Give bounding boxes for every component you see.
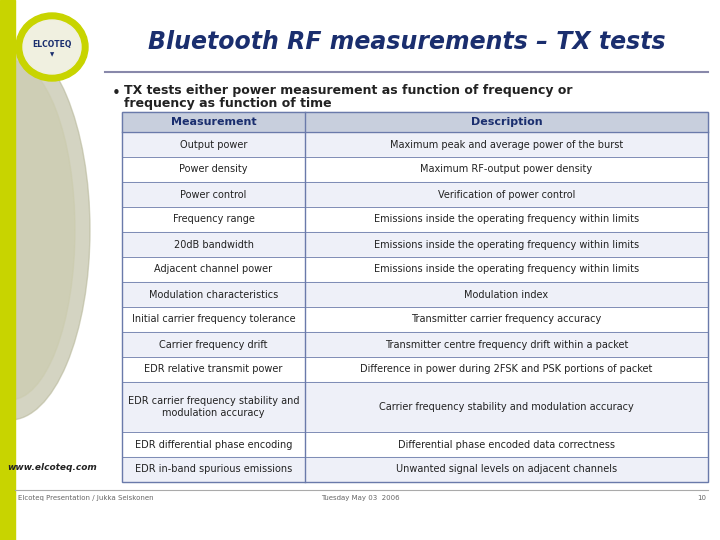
Bar bbox=[122, 307, 708, 332]
Text: EDR relative transmit power: EDR relative transmit power bbox=[144, 364, 283, 375]
Bar bbox=[122, 257, 708, 282]
Text: Output power: Output power bbox=[180, 139, 247, 150]
Text: Elcoteq Presentation / Jukka Seiskonen: Elcoteq Presentation / Jukka Seiskonen bbox=[18, 495, 153, 501]
Ellipse shape bbox=[16, 13, 88, 81]
Text: •: • bbox=[112, 86, 121, 101]
Bar bbox=[122, 357, 708, 382]
Bar bbox=[122, 332, 708, 357]
Text: Emissions inside the operating frequency within limits: Emissions inside the operating frequency… bbox=[374, 214, 639, 225]
Bar bbox=[122, 232, 708, 257]
Text: Differential phase encoded data correctness: Differential phase encoded data correctn… bbox=[398, 440, 615, 449]
Ellipse shape bbox=[23, 20, 81, 74]
Bar bbox=[122, 457, 708, 482]
Bar bbox=[122, 382, 708, 432]
Bar bbox=[122, 112, 708, 482]
Bar bbox=[122, 112, 708, 132]
Text: Tuesday May 03  2006: Tuesday May 03 2006 bbox=[320, 495, 400, 501]
Text: Unwanted signal levels on adjacent channels: Unwanted signal levels on adjacent chann… bbox=[396, 464, 617, 475]
Bar bbox=[122, 432, 708, 457]
Text: Initial carrier frequency tolerance: Initial carrier frequency tolerance bbox=[132, 314, 295, 325]
Text: EDR differential phase encoding: EDR differential phase encoding bbox=[135, 440, 292, 449]
Text: Measurement: Measurement bbox=[171, 117, 256, 127]
Text: EDR in-band spurious emissions: EDR in-band spurious emissions bbox=[135, 464, 292, 475]
Bar bbox=[122, 207, 708, 232]
Text: EDR carrier frequency stability and
modulation accuracy: EDR carrier frequency stability and modu… bbox=[127, 396, 300, 418]
Text: 20dB bandwidth: 20dB bandwidth bbox=[174, 240, 253, 249]
Text: Difference in power during 2FSK and PSK portions of packet: Difference in power during 2FSK and PSK … bbox=[360, 364, 653, 375]
Text: Maximum RF-output power density: Maximum RF-output power density bbox=[420, 165, 593, 174]
Ellipse shape bbox=[0, 60, 75, 400]
Text: Transmitter centre frequency drift within a packet: Transmitter centre frequency drift withi… bbox=[384, 340, 628, 349]
Text: Carrier frequency stability and modulation accuracy: Carrier frequency stability and modulati… bbox=[379, 402, 634, 412]
Bar bbox=[122, 182, 708, 207]
Text: Emissions inside the operating frequency within limits: Emissions inside the operating frequency… bbox=[374, 265, 639, 274]
Text: www.elcoteq.com: www.elcoteq.com bbox=[7, 463, 97, 472]
Text: Power density: Power density bbox=[179, 165, 248, 174]
Text: Emissions inside the operating frequency within limits: Emissions inside the operating frequency… bbox=[374, 240, 639, 249]
Bar bbox=[122, 282, 708, 307]
Bar bbox=[0, 0, 15, 540]
Text: TX tests either power measurement as function of frequency or: TX tests either power measurement as fun… bbox=[124, 84, 572, 97]
Text: Frequency range: Frequency range bbox=[173, 214, 254, 225]
Text: Modulation index: Modulation index bbox=[464, 289, 549, 300]
Text: Power control: Power control bbox=[180, 190, 247, 199]
Bar bbox=[122, 132, 708, 157]
Text: Transmitter carrier frequency accuracy: Transmitter carrier frequency accuracy bbox=[411, 314, 602, 325]
Text: frequency as function of time: frequency as function of time bbox=[124, 97, 332, 110]
Ellipse shape bbox=[0, 40, 90, 420]
Text: Modulation characteristics: Modulation characteristics bbox=[149, 289, 278, 300]
Text: ELCOTEQ: ELCOTEQ bbox=[32, 39, 72, 49]
Text: Carrier frequency drift: Carrier frequency drift bbox=[159, 340, 268, 349]
Text: Description: Description bbox=[471, 117, 542, 127]
Text: Maximum peak and average power of the burst: Maximum peak and average power of the bu… bbox=[390, 139, 623, 150]
Text: ▼: ▼ bbox=[50, 52, 54, 57]
Bar bbox=[122, 157, 708, 182]
Text: Adjacent channel power: Adjacent channel power bbox=[154, 265, 273, 274]
Text: Verification of power control: Verification of power control bbox=[438, 190, 575, 199]
Text: Bluetooth RF measurements – TX tests: Bluetooth RF measurements – TX tests bbox=[148, 30, 665, 54]
Text: 10: 10 bbox=[697, 495, 706, 501]
